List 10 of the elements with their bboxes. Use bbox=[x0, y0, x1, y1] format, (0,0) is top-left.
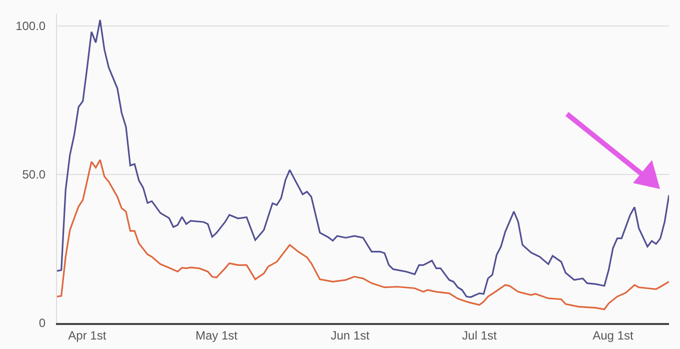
x-tick-label: Jul 1st bbox=[462, 328, 498, 342]
x-tick-label: Apr 1st bbox=[68, 328, 107, 342]
x-tick-label: Jun 1st bbox=[330, 328, 370, 342]
x-tick-label: May 1st bbox=[195, 328, 238, 342]
line-series bbox=[57, 19, 669, 298]
y-tick-label: 50.0 bbox=[22, 168, 46, 182]
x-tick-label: Aug 1st bbox=[592, 328, 634, 342]
y-tick-label: 100.0 bbox=[16, 19, 46, 34]
y-tick-label: 0 bbox=[38, 316, 46, 330]
line-series bbox=[57, 159, 669, 310]
